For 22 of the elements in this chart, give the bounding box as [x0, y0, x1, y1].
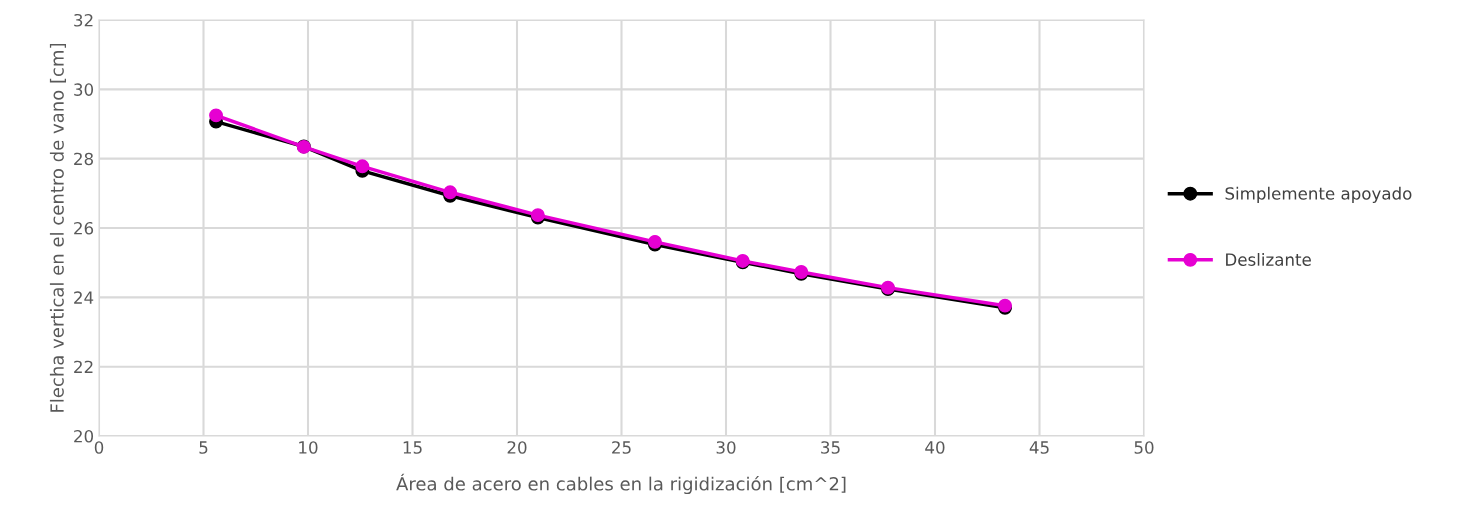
y-axis-title: Flecha vertical en el centro de vano [cm] — [49, 43, 66, 412]
y-tick-label: 30 — [74, 83, 94, 96]
x-tick-label: 40 — [925, 441, 945, 454]
y-tick-label: 22 — [74, 360, 93, 373]
x-tick-label: 35 — [821, 441, 840, 454]
x-tick-label: 45 — [1029, 441, 1049, 454]
x-axis-title: Área de acero en cables en la rigidización [cm^2] — [396, 473, 846, 495]
x-tick-label: 10 — [299, 441, 318, 454]
y-tick-label: 32 — [74, 13, 93, 27]
legend-label: Simplemente apoyado — [1225, 186, 1412, 203]
x-tick-label: 20 — [507, 441, 527, 454]
x-tick-label: 0 — [94, 441, 104, 454]
legend-label: Deslizante — [1226, 253, 1311, 266]
x-tick-label: 5 — [199, 441, 208, 454]
x-tick-label: 30 — [716, 441, 736, 454]
y-tick-label: 28 — [74, 152, 93, 166]
y-tick-label: 24 — [74, 291, 94, 304]
y-tick-label: 20 — [74, 429, 94, 443]
x-tick-label: 25 — [612, 441, 631, 454]
y-tick-label: 26 — [74, 221, 94, 235]
x-tick-label: 50 — [1134, 441, 1154, 454]
x-tick-label: 15 — [403, 441, 422, 454]
